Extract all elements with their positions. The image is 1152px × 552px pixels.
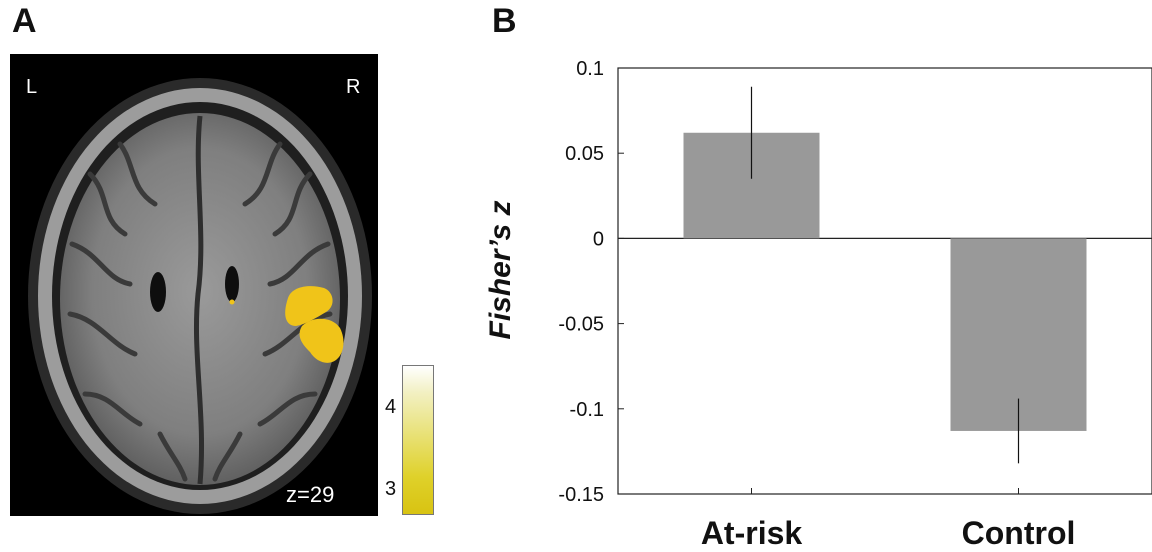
colorbar-tick-label: 4 [385, 396, 397, 418]
y-tick-label: 0.05 [565, 143, 604, 165]
y-tick-label: -0.1 [570, 399, 604, 421]
y-tick-label: -0.15 [558, 484, 604, 506]
panel-b-letter: B [492, 2, 517, 40]
y-tick-label: -0.05 [558, 314, 604, 336]
colorbar [402, 365, 434, 515]
cortical-sulci [67, 141, 333, 482]
brain-slice-image: L R z=29 [10, 54, 378, 516]
right-hemisphere-label: R [346, 76, 361, 98]
y-tick-label: 0.1 [576, 58, 604, 80]
colorbar-tick-label: 3 [385, 478, 397, 500]
plot-frame [617, 67, 1152, 495]
midline-fissure [194, 115, 204, 485]
left-ventricle [150, 272, 166, 312]
x-tick-label: Control [962, 515, 1076, 550]
slice-coordinate-label: z=29 [286, 482, 335, 507]
brain-mri-graphic [28, 78, 372, 514]
fishers-z-bar-chart: 0.1 0.05 0 -0.05 -0.1 -0.15 At-risk Control Fi… [484, 58, 1152, 550]
left-hemisphere-label: L [26, 76, 38, 98]
panel-a-letter: A [12, 2, 37, 40]
x-tick-label: At-risk [701, 515, 803, 550]
right-ventricle [225, 266, 239, 302]
y-axis-label: Fisher’s z [484, 201, 517, 340]
y-tick-label: 0 [593, 228, 604, 250]
activation-cluster [229, 286, 344, 363]
